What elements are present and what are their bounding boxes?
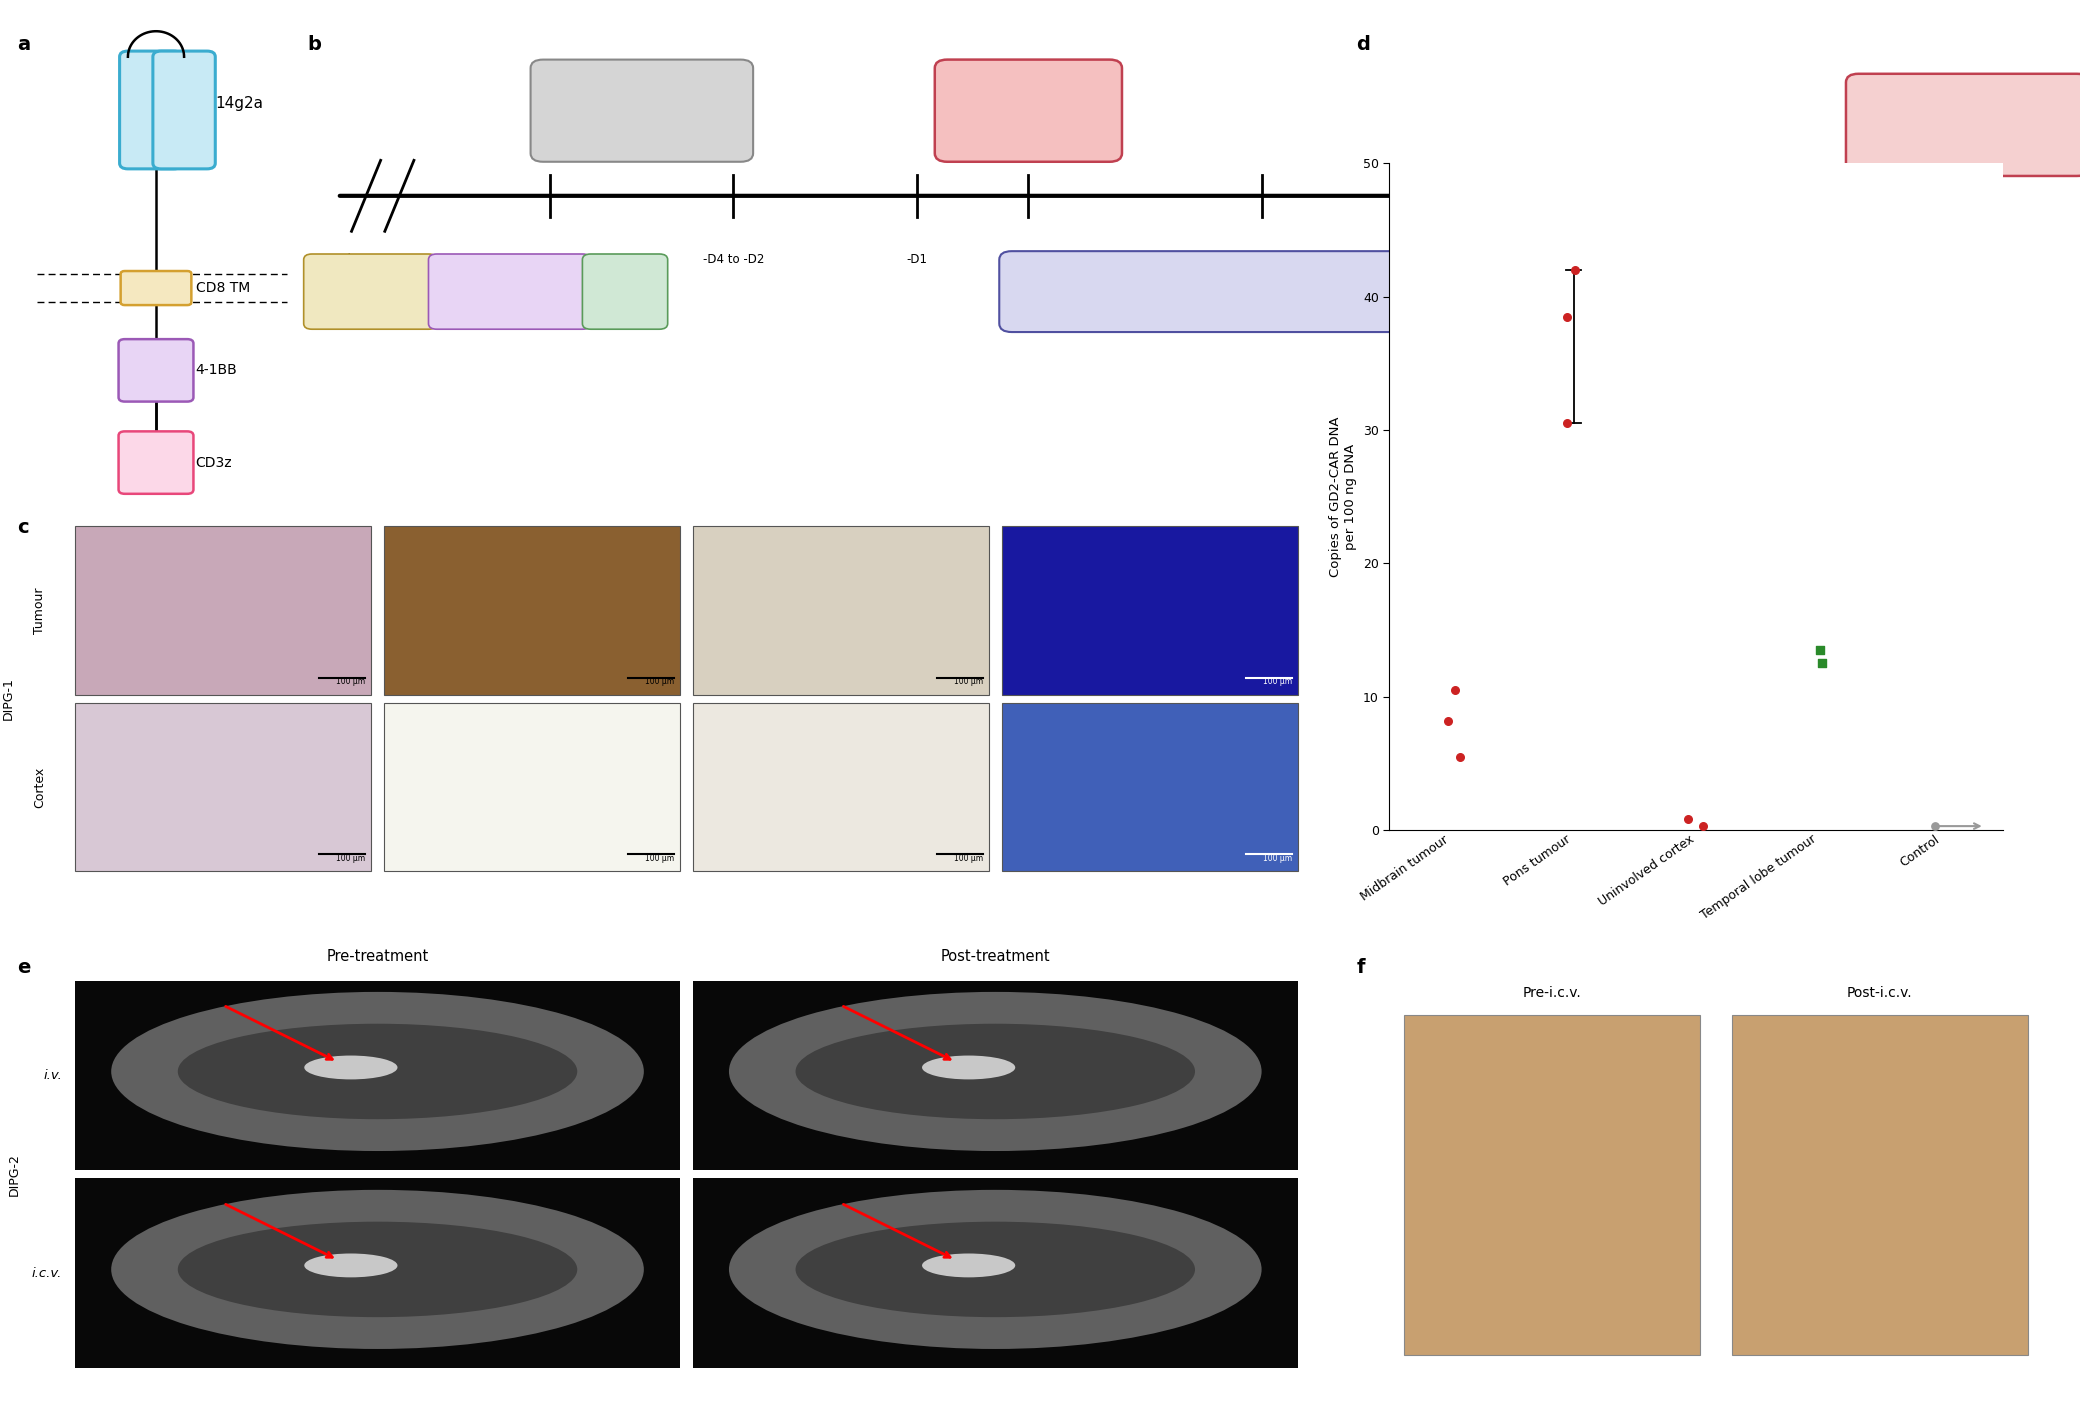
Text: 4-1BB: 4-1BB <box>196 363 237 377</box>
Bar <box>75 702 370 871</box>
Text: 100 μm: 100 μm <box>335 854 366 863</box>
Text: a: a <box>17 35 29 54</box>
Text: D28: D28 <box>1932 253 1957 265</box>
Text: c: c <box>17 518 29 536</box>
FancyBboxPatch shape <box>154 51 216 169</box>
Text: 100 μm: 100 μm <box>1263 854 1292 863</box>
Y-axis label: Copies of GD2‑CAR DNA
per 100 ng DNA: Copies of GD2‑CAR DNA per 100 ng DNA <box>1329 416 1358 578</box>
Text: D7: D7 <box>1254 253 1271 265</box>
Text: Post-i.c.v.: Post-i.c.v. <box>1847 986 1914 1000</box>
Point <box>1805 651 1839 674</box>
Point <box>1550 305 1583 328</box>
Text: f: f <box>1356 958 1364 976</box>
FancyBboxPatch shape <box>1845 74 2080 176</box>
Ellipse shape <box>795 1222 1196 1317</box>
Bar <box>693 981 1298 1169</box>
Text: 28-day intensive toxicity monitoring: 28-day intensive toxicity monitoring <box>1373 285 1600 298</box>
Ellipse shape <box>304 1253 397 1277</box>
Ellipse shape <box>728 1191 1263 1349</box>
Ellipse shape <box>921 1253 1015 1277</box>
Text: -D4 to -D2: -D4 to -D2 <box>703 253 763 265</box>
Text: Tumour: Tumour <box>33 587 46 634</box>
Bar <box>693 526 988 694</box>
Text: Post-treatment: Post-treatment <box>940 948 1050 964</box>
Text: H3K27M
mutation: H3K27M mutation <box>347 281 393 302</box>
Point <box>1558 258 1591 281</box>
Ellipse shape <box>177 1222 578 1317</box>
Point <box>1431 710 1464 732</box>
FancyBboxPatch shape <box>530 60 753 162</box>
FancyBboxPatch shape <box>304 254 437 329</box>
Bar <box>1733 1015 2028 1355</box>
Point <box>1444 745 1477 768</box>
Point <box>1670 807 1704 830</box>
Point <box>1918 815 1951 837</box>
Bar <box>383 702 680 871</box>
Bar <box>1003 526 1298 694</box>
Ellipse shape <box>795 1023 1196 1120</box>
Ellipse shape <box>177 1023 578 1120</box>
Text: Optional i.c.v.
CAR T infusion: Optional i.c.v. CAR T infusion <box>1922 111 2013 139</box>
Text: i.v. CAR T
infusion: i.v. CAR T infusion <box>998 96 1059 125</box>
FancyBboxPatch shape <box>428 254 591 329</box>
Bar <box>693 1178 1298 1368</box>
FancyBboxPatch shape <box>121 271 191 305</box>
Text: 100 μm: 100 μm <box>335 677 366 687</box>
Bar <box>75 981 680 1169</box>
Text: CD8 TM: CD8 TM <box>196 281 250 295</box>
Text: Pre-i.c.v.: Pre-i.c.v. <box>1523 986 1581 1000</box>
Text: -D1: -D1 <box>907 253 928 265</box>
Bar <box>693 702 988 871</box>
Text: D0: D0 <box>1019 253 1036 265</box>
FancyBboxPatch shape <box>121 51 183 169</box>
Text: Screening: Screening <box>308 253 366 265</box>
Bar <box>75 1178 680 1368</box>
Text: DIPG-2: DIPG-2 <box>8 1152 21 1196</box>
Text: CAR T
manufacturing: CAR T manufacturing <box>595 96 688 125</box>
Text: Cortex: Cortex <box>33 766 46 807</box>
Bar <box>383 526 680 694</box>
FancyBboxPatch shape <box>934 60 1121 162</box>
Text: 14g2a: 14g2a <box>216 96 264 111</box>
Text: D21: D21 <box>1704 253 1728 265</box>
FancyBboxPatch shape <box>119 339 193 402</box>
Ellipse shape <box>110 1191 645 1349</box>
Bar <box>1003 702 1298 871</box>
Text: i.c.v.: i.c.v. <box>31 1267 62 1280</box>
Ellipse shape <box>728 992 1263 1151</box>
Text: e: e <box>17 958 29 976</box>
Text: CD3z: CD3z <box>196 455 233 470</box>
Text: 100 μm: 100 μm <box>645 677 674 687</box>
Point <box>1439 678 1473 701</box>
Bar <box>75 526 370 694</box>
Text: DIPG-1: DIPG-1 <box>2 677 15 721</box>
Text: Pre-treatment: Pre-treatment <box>327 948 428 964</box>
Point <box>1803 639 1837 661</box>
Text: 100 μm: 100 μm <box>645 854 674 863</box>
Point <box>1687 815 1720 837</box>
Text: i.v.: i.v. <box>44 1069 62 1081</box>
FancyBboxPatch shape <box>582 254 668 329</box>
Ellipse shape <box>921 1056 1015 1080</box>
Ellipse shape <box>304 1056 397 1080</box>
Text: 100 μm: 100 μm <box>953 854 982 863</box>
Text: LD: LD <box>618 285 632 298</box>
Text: 100 μm: 100 μm <box>953 677 982 687</box>
Text: d: d <box>1356 35 1371 54</box>
Text: Ommaya and
apheresis: Ommaya and apheresis <box>474 281 545 302</box>
Ellipse shape <box>110 992 645 1151</box>
Point <box>1550 412 1583 434</box>
FancyBboxPatch shape <box>119 431 193 494</box>
FancyBboxPatch shape <box>998 251 1974 332</box>
Text: b: b <box>308 35 322 54</box>
Bar <box>1404 1015 1701 1355</box>
Text: -D11: -D11 <box>537 253 564 265</box>
Text: 100 μm: 100 μm <box>1263 677 1292 687</box>
Text: D14: D14 <box>1477 253 1502 265</box>
